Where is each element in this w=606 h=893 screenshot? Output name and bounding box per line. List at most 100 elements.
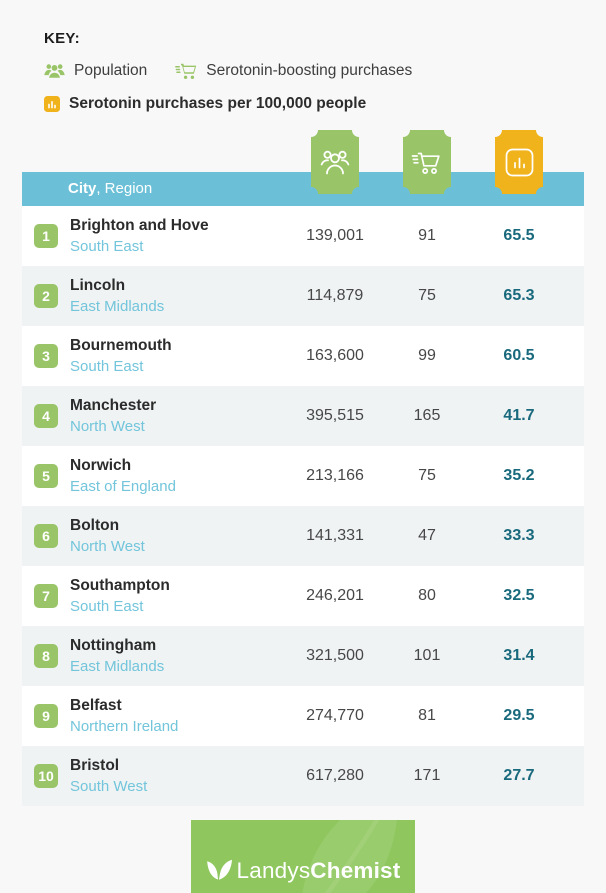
city-name: Norwich <box>70 456 132 474</box>
population-value: 213,166 <box>306 467 364 484</box>
purchases-value: 75 <box>418 467 436 484</box>
table-row: 6 Bolton North West 141,331 47 33.3 <box>22 506 584 566</box>
city-name: Bolton <box>70 516 120 534</box>
purchases-value: 101 <box>413 647 441 664</box>
table-row: 1 Brighton and Hove South East 139,001 91… <box>22 206 584 266</box>
rate-value: 31.4 <box>503 647 535 664</box>
rank-badge: 9 <box>34 704 58 728</box>
rate-value: 29.5 <box>503 707 535 724</box>
population-value: 139,001 <box>306 227 364 244</box>
key-section: KEY: Population <box>0 0 606 130</box>
header-region-label: , Region <box>96 180 153 197</box>
leaf-watermark-icon <box>298 820 400 893</box>
city-name: Bournemouth <box>70 336 172 354</box>
rank-badge: 10 <box>34 764 58 788</box>
column-badges <box>22 130 584 194</box>
rank-badge: 7 <box>34 584 58 608</box>
table-row: 5 Norwich East of England 213,166 75 35.2 <box>22 446 584 506</box>
rate-value: 35.2 <box>503 467 535 484</box>
rate-value: 41.7 <box>503 407 535 424</box>
city-name: Nottingham <box>70 636 157 654</box>
rank-badge: 2 <box>34 284 58 308</box>
key-label-rate: Serotonin purchases per 100,000 people <box>69 95 367 112</box>
rate-value: 32.5 <box>503 587 535 604</box>
population-value: 141,331 <box>306 527 364 544</box>
region-name: South East <box>70 597 144 615</box>
key-item-population: Population <box>44 62 147 80</box>
city-name: Brighton and Hove <box>70 216 209 234</box>
population-value: 617,280 <box>306 767 364 784</box>
rank-badge: 4 <box>34 404 58 428</box>
region-name: North West <box>70 417 145 435</box>
population-icon <box>320 148 350 176</box>
rank-badge: 8 <box>34 644 58 668</box>
bar-chart-icon <box>44 96 60 112</box>
rate-value: 65.3 <box>503 287 535 304</box>
purchases-value: 75 <box>418 287 436 304</box>
region-name: South East <box>70 357 144 375</box>
purchases-value: 165 <box>413 407 441 424</box>
cart-icon <box>175 62 197 80</box>
purchases-value: 47 <box>418 527 436 544</box>
rate-value: 60.5 <box>503 347 535 364</box>
table-row: 9 Belfast Northern Ireland 274,770 81 29.… <box>22 686 584 746</box>
region-name: East Midlands <box>70 297 165 315</box>
region-name: North West <box>70 537 145 555</box>
population-icon <box>44 63 65 80</box>
region-name: South East <box>70 237 144 255</box>
rate-value: 33.3 <box>503 527 535 544</box>
population-value: 246,201 <box>306 587 364 604</box>
key-label-purchases: Serotonin-boosting purchases <box>206 62 413 79</box>
key-item-rate: Serotonin purchases per 100,000 people <box>44 95 366 113</box>
region-name: East of England <box>70 477 176 495</box>
city-table: City, Region 1 Brighton and Hove South Ea… <box>22 130 584 806</box>
city-name: Manchester <box>70 396 157 414</box>
leaf-check-icon <box>206 859 233 883</box>
brand-name-regular: Landys <box>236 858 311 883</box>
table-row: 7 Southampton South East 246,201 80 32.5 <box>22 566 584 626</box>
rate-value: 27.7 <box>503 767 535 784</box>
key-item-purchases: Serotonin-boosting purchases <box>175 62 412 80</box>
population-value: 274,770 <box>306 707 364 724</box>
key-title: KEY: <box>44 30 80 47</box>
key-label-population: Population <box>74 62 148 79</box>
purchases-value: 80 <box>418 587 436 604</box>
region-name: East Midlands <box>70 657 165 675</box>
rank-badge: 3 <box>34 344 58 368</box>
city-name: Lincoln <box>70 276 126 294</box>
rank-badge: 5 <box>34 464 58 488</box>
table-row: 10 Bristol South West 617,280 171 27.7 <box>22 746 584 806</box>
purchases-value: 81 <box>418 707 436 724</box>
table-row: 2 Lincoln East Midlands 114,879 75 65.3 <box>22 266 584 326</box>
rank-badge: 1 <box>34 224 58 248</box>
cart-icon <box>411 148 443 176</box>
region-name: Northern Ireland <box>70 717 179 735</box>
table-header: City, Region <box>22 172 584 206</box>
purchases-value: 99 <box>418 347 436 364</box>
rate-column-badge <box>495 130 543 194</box>
rate-value: 65.5 <box>503 227 535 244</box>
brand-name-bold: Chemist <box>310 858 401 883</box>
rank-badge: 6 <box>34 524 58 548</box>
region-name: South West <box>70 777 148 795</box>
table-row: 4 Manchester North West 395,515 165 41.7 <box>22 386 584 446</box>
population-value: 321,500 <box>306 647 364 664</box>
purchases-value: 171 <box>413 767 441 784</box>
landys-chemist-logo: LandysChemist <box>191 820 415 893</box>
city-name: Bristol <box>70 756 120 774</box>
population-value: 163,600 <box>306 347 364 364</box>
brand-lockup: LandysChemist <box>206 858 401 884</box>
bar-chart-icon <box>505 148 534 177</box>
population-column-badge <box>311 130 359 194</box>
population-value: 395,515 <box>306 407 364 424</box>
purchases-column-badge <box>403 130 451 194</box>
brand-name: LandysChemist <box>237 858 401 884</box>
city-name: Southampton <box>70 576 170 594</box>
table-row: 8 Nottingham East Midlands 321,500 101 31… <box>22 626 584 686</box>
population-value: 114,879 <box>306 287 364 304</box>
table-row: 3 Bournemouth South East 163,600 99 60.5 <box>22 326 584 386</box>
purchases-value: 91 <box>418 227 436 244</box>
header-city-label: City <box>68 180 97 197</box>
city-name: Belfast <box>70 696 122 714</box>
